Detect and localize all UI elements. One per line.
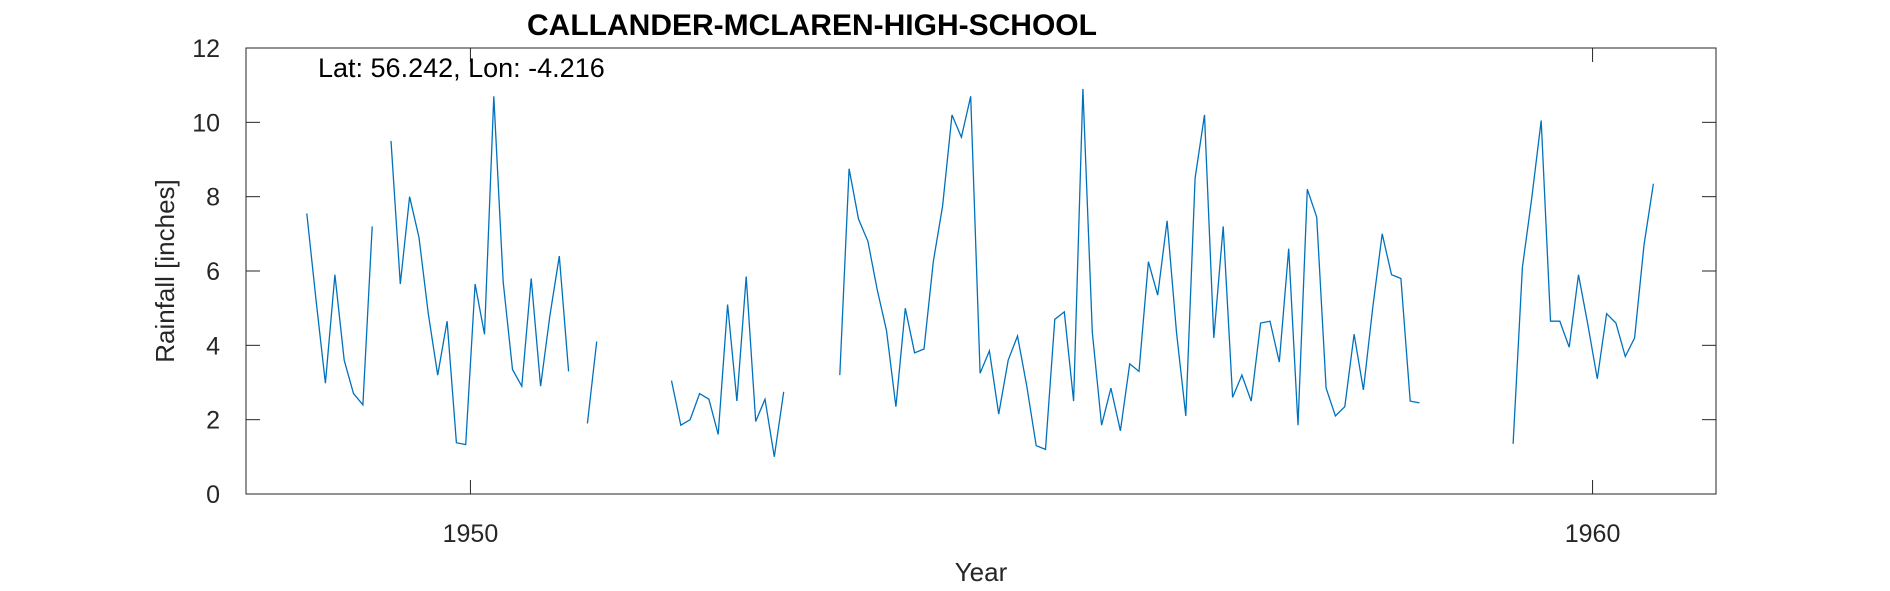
rainfall-series	[306, 88, 1655, 457]
chart-title: CALLANDER-MCLAREN-HIGH-SCHOOL	[527, 9, 1097, 42]
series-segment-1	[306, 213, 373, 407]
series-segment-2	[390, 96, 570, 446]
series-segment-7	[1643, 183, 1655, 246]
series-segment-6	[1512, 120, 1645, 444]
y-tick-label: 6	[206, 258, 220, 286]
series-segment-5	[839, 88, 1420, 451]
x-tick-label: 1960	[1565, 520, 1621, 548]
axis-ticks	[246, 47, 1716, 495]
series-segment-3	[586, 341, 598, 424]
y-tick-label: 12	[192, 35, 220, 63]
y-tick-label: 0	[206, 481, 220, 509]
x-tick-labels: 1950 1960	[443, 520, 1621, 548]
y-tick-label: 10	[192, 109, 220, 137]
y-tick-label: 2	[206, 407, 220, 435]
y-axis-label: Rainfall [inches]	[150, 179, 180, 363]
series-segment-4	[670, 276, 785, 457]
y-tick-labels: 0 2 4 6 8 10 12	[192, 35, 220, 509]
x-tick-label: 1950	[443, 520, 499, 548]
location-annotation: Lat: 56.242, Lon: -4.216	[318, 53, 605, 83]
y-tick-label: 4	[206, 332, 220, 360]
x-axis-label: Year	[955, 557, 1008, 587]
y-tick-label: 8	[206, 184, 220, 212]
